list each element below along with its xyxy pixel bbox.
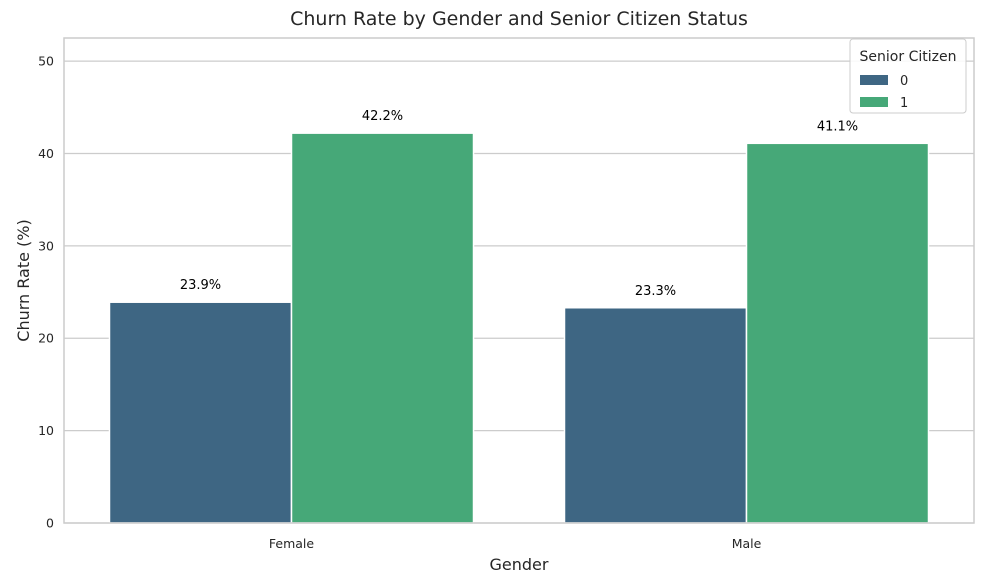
bar-male-senior-0: [563, 307, 748, 524]
y-tick-label: 30: [38, 238, 54, 253]
legend-label-0: 0: [900, 74, 908, 89]
data-label: 23.3%: [635, 284, 676, 299]
legend-swatch-0: [860, 75, 888, 85]
legend: Senior Citizen 01: [849, 38, 967, 114]
data-labels: 23.9% 42.2% 23.3% 41.1%: [180, 109, 858, 299]
y-axis-label: Churn Rate (%): [14, 219, 33, 341]
bar-female-senior-1: [290, 132, 475, 524]
legend-swatch-1: [860, 97, 888, 107]
bar-male-senior-1: [745, 142, 930, 524]
data-label: 23.9%: [180, 278, 221, 293]
legend-label-1: 1: [900, 96, 908, 111]
legend-box: [849, 38, 967, 114]
y-tick-label: 20: [38, 331, 54, 346]
y-tick-label: 10: [38, 423, 54, 438]
bar-female-senior-0: [108, 301, 293, 524]
y-tick-label: 40: [38, 146, 54, 161]
y-axis-ticks: 0 10 20 30 40 50: [38, 54, 54, 531]
x-tick-label: Male: [732, 536, 762, 551]
data-label: 42.2%: [362, 109, 403, 124]
x-axis-label: Gender: [490, 555, 549, 574]
chart-title: Churn Rate by Gender and Senior Citizen …: [290, 8, 748, 30]
y-tick-label: 0: [46, 516, 54, 531]
legend-entries: 01: [860, 74, 908, 111]
x-tick-label: Female: [269, 536, 315, 551]
data-label: 41.1%: [817, 119, 858, 134]
x-axis-ticks: Female Male: [269, 536, 762, 551]
legend-title: Senior Citizen: [860, 49, 957, 65]
plot-frame: [63, 37, 975, 524]
y-tick-label: 50: [38, 54, 54, 69]
bars: [108, 132, 930, 524]
